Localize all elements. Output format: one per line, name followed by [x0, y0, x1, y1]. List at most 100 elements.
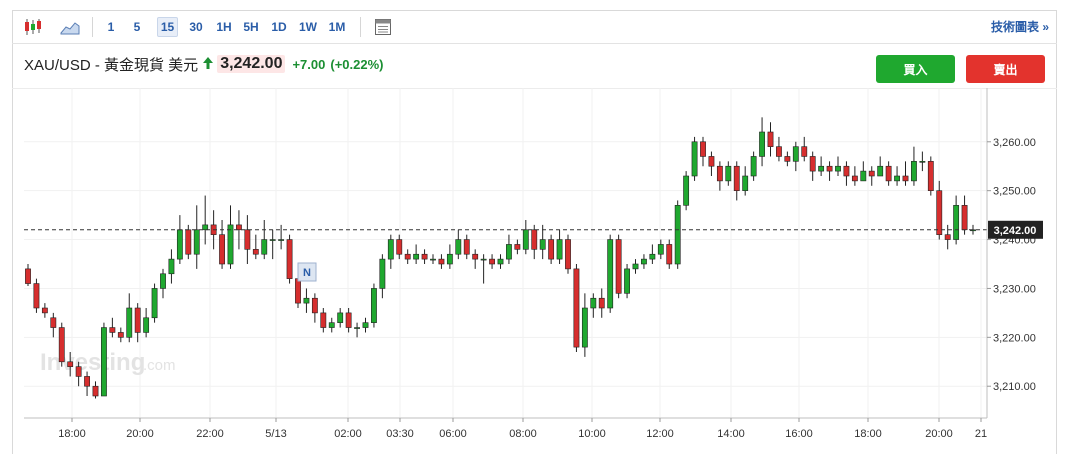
news-marker[interactable]: N: [297, 262, 317, 282]
candle-body: [33, 283, 40, 309]
candle-body: [101, 327, 107, 397]
candle: [759, 117, 765, 167]
candle: [362, 317, 369, 333]
candle-body: [311, 297, 318, 314]
candle: [371, 283, 377, 328]
candle-body: [269, 239, 276, 241]
candle: [851, 166, 858, 186]
candle-body: [75, 366, 82, 377]
candle: [50, 312, 57, 338]
candle: [269, 229, 276, 260]
candle-body: [41, 307, 48, 314]
candle-body: [885, 165, 892, 182]
timeframe-5[interactable]: 5: [133, 20, 141, 34]
candle: [413, 244, 420, 264]
candle-body: [193, 229, 200, 255]
candle: [742, 166, 749, 196]
candle: [877, 156, 884, 177]
last-price: 3,242.00: [217, 55, 286, 73]
timeframe-5h[interactable]: 5H: [243, 20, 259, 34]
x-tick-label: 5/13: [265, 428, 286, 440]
candle-body: [573, 268, 580, 348]
candle-body: [683, 175, 690, 206]
news-marker-box[interactable]: [297, 262, 317, 282]
candle-body: [961, 205, 968, 231]
candle: [674, 200, 681, 269]
y-tick-label: 3,260.00: [993, 137, 1036, 149]
price-change-percent: (+0.22%): [330, 56, 384, 72]
last-price-tag-label: 3,242.00: [994, 225, 1037, 237]
candle-body: [894, 175, 900, 182]
x-tick-label: 14:00: [717, 428, 745, 440]
technical-chart-link[interactable]: 技術圖表 »: [990, 20, 1049, 34]
candle: [556, 229, 563, 264]
candle-body: [809, 156, 816, 172]
candle: [902, 161, 909, 186]
candle-body: [733, 165, 740, 191]
timeframe-30[interactable]: 30: [189, 20, 203, 34]
candle: [244, 215, 251, 264]
candle-body: [227, 224, 234, 265]
candle-body: [548, 239, 555, 260]
timeframe-1[interactable]: 1: [107, 20, 115, 34]
timeframe-1d[interactable]: 1D: [271, 20, 287, 34]
timeframe-15[interactable]: 15: [157, 17, 178, 37]
candle: [607, 234, 614, 313]
candle-body: [50, 317, 57, 328]
timeframe-1w[interactable]: 1W: [299, 20, 317, 34]
timeframe-1m[interactable]: 1M: [328, 20, 346, 34]
candle-body: [25, 268, 31, 284]
candle-body: [851, 175, 858, 182]
candle: [33, 278, 40, 313]
candle: [109, 317, 116, 338]
candle-body: [143, 317, 150, 333]
plot-divider: [12, 88, 1057, 89]
candle: [25, 264, 31, 286]
up-arrow-icon: [203, 56, 214, 73]
candle-body: [244, 229, 251, 250]
buy-button[interactable]: 買入: [876, 55, 955, 83]
area-chart-icon[interactable]: [59, 16, 81, 38]
candle-body: [624, 268, 630, 294]
candle-body: [489, 258, 495, 265]
candle: [320, 308, 327, 333]
candle-body: [919, 161, 926, 163]
candle-body: [750, 156, 757, 177]
candle-body: [446, 253, 453, 265]
candlestick-chart-icon[interactable]: [22, 16, 44, 38]
candle: [725, 161, 732, 186]
candle: [784, 151, 791, 167]
candle: [700, 136, 706, 167]
x-tick-label: 08:00: [509, 428, 537, 440]
y-tick-label: 3,210.00: [993, 381, 1036, 393]
candle-body: [598, 297, 605, 309]
candle: [750, 151, 757, 181]
table-icon[interactable]: [372, 16, 394, 38]
candle-body: [337, 312, 344, 323]
sell-button[interactable]: 賣出: [966, 55, 1045, 83]
candle: [160, 268, 166, 299]
candle-body: [506, 244, 512, 260]
candle-body: [185, 229, 192, 255]
candle: [41, 303, 48, 318]
candle: [354, 322, 360, 338]
candle-body: [295, 278, 301, 304]
candle-body: [632, 263, 639, 270]
candle-body: [590, 297, 597, 309]
candle-body: [480, 258, 487, 261]
candle-body: [539, 239, 546, 250]
candle: [666, 239, 673, 269]
candle-body: [522, 229, 529, 250]
timeframe-1h[interactable]: 1H: [216, 20, 232, 34]
candle-body: [58, 327, 65, 363]
candle: [885, 161, 892, 186]
candle-body: [927, 161, 934, 191]
y-axis-ticks: 3,210.003,220.003,230.003,240.003,250.00…: [987, 137, 1036, 393]
x-tick-label: 21: [975, 428, 987, 440]
candle-body: [902, 175, 909, 182]
news-marker-label: N: [303, 267, 311, 279]
candle-body: [497, 258, 504, 265]
candle: [117, 327, 124, 343]
candle: [92, 381, 99, 399]
